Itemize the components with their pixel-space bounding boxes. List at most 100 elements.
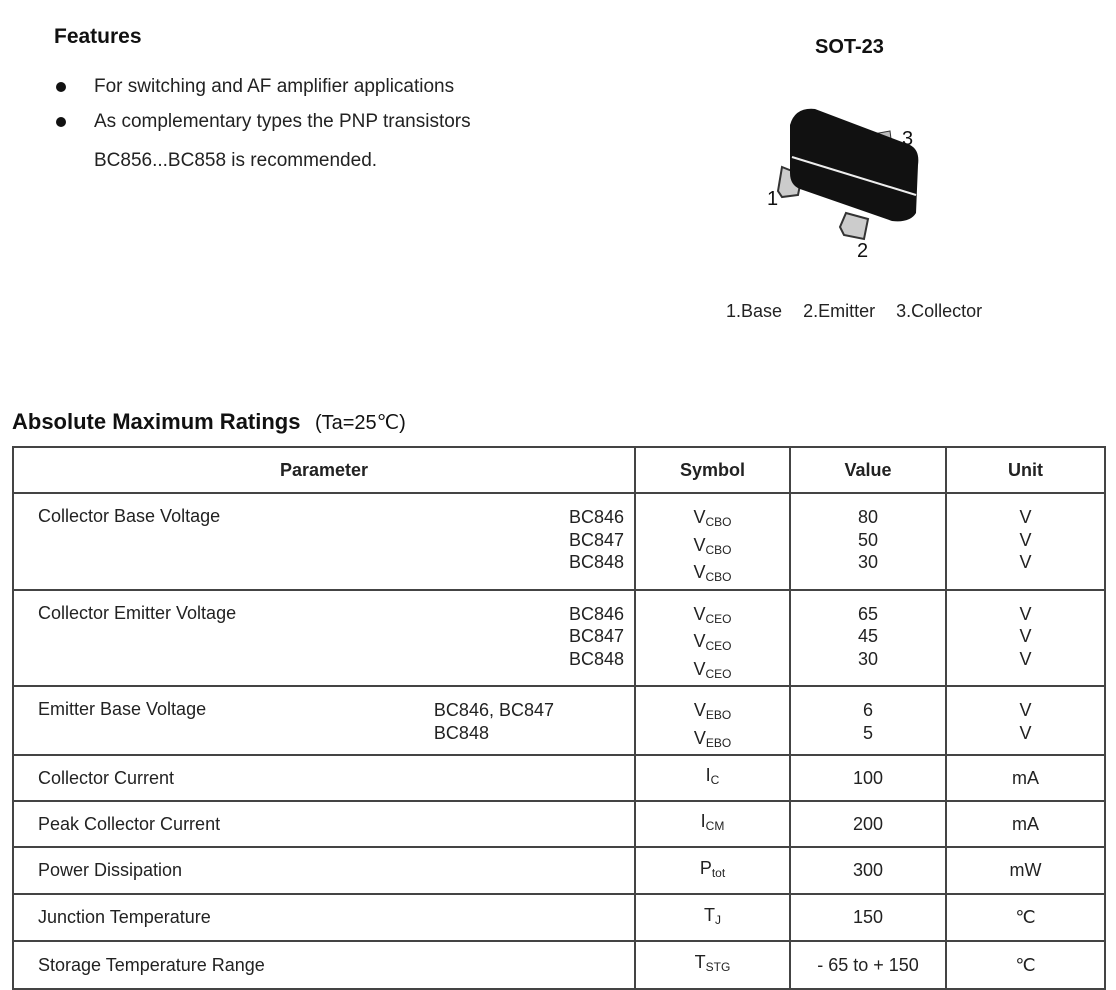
symbol-base: V <box>693 507 706 527</box>
features-title: Features <box>54 25 142 48</box>
table-row: Power Dissipation Ptot 300 mW <box>12 846 1106 895</box>
unit: V <box>1019 507 1032 527</box>
symbol-subscript: CEO <box>705 611 732 626</box>
unit: V <box>1019 626 1032 646</box>
symbol-base: V <box>693 658 706 679</box>
symbol: TSTG <box>636 951 789 979</box>
value: 65 <box>857 603 879 624</box>
header-unit: Unit <box>945 446 1106 494</box>
pin-legend-base: 1.Base <box>726 301 783 321</box>
unit: V <box>1019 700 1032 720</box>
parameter-name: Storage Temperature Range <box>38 954 265 975</box>
model-name: BC847 <box>568 626 624 646</box>
ratings-table: Parameter Symbol Value Unit Collector Ba… <box>12 446 1106 990</box>
ratings-title: Absolute Maximum Ratings <box>12 409 301 434</box>
ratings-heading: Absolute Maximum Ratings (Ta=25℃) <box>12 409 406 435</box>
value: 200 <box>852 813 884 834</box>
unit: mA <box>1012 767 1039 788</box>
symbol: TJ <box>636 904 789 932</box>
symbol-base: T <box>694 952 706 973</box>
symbol-base: P <box>699 857 712 878</box>
table-row: Collector Emitter Voltage BC846 BC847 BC848… <box>12 588 1106 687</box>
symbol-base: V <box>693 603 706 624</box>
table-row: Storage Temperature Range TSTG - 65 to +… <box>12 940 1106 990</box>
pin-number-3: 3 <box>902 128 914 150</box>
value: - 65 to + 150 <box>817 954 919 975</box>
pin-number-1: 1 <box>767 188 779 210</box>
symbol-subscript: CEO <box>705 639 732 653</box>
parameter-name: Collector Base Voltage <box>38 506 221 526</box>
pin-legend-emitter: 2.Emitter <box>803 301 876 321</box>
symbol-base: V <box>693 562 706 582</box>
symbol: VCEO <box>636 630 789 658</box>
model-name: BC847 <box>568 529 624 550</box>
value: 30 <box>857 552 879 572</box>
symbol-subscript: C <box>710 773 720 788</box>
symbol-base: V <box>693 727 706 748</box>
symbol: IC <box>636 764 789 792</box>
unit: V <box>1019 722 1032 743</box>
model-name: BC848 <box>568 648 624 669</box>
parameter-name: Collector Current <box>38 767 175 788</box>
symbol-subscript: CBO <box>705 542 732 557</box>
symbol-base: V <box>693 534 706 555</box>
table-row: Peak Collector Current ICM 200 mA <box>12 800 1106 848</box>
symbol: VEBO <box>636 727 789 755</box>
parameter-name: Power Dissipation <box>38 860 183 880</box>
symbol-subscript: STG <box>705 960 731 975</box>
model-name: BC848 <box>568 552 624 572</box>
symbol: VCBO <box>636 561 789 589</box>
symbol-subscript: EBO <box>705 735 732 750</box>
header-symbol: Symbol <box>634 446 791 494</box>
unit: V <box>1019 529 1032 550</box>
model-name: BC846, BC847 <box>433 700 554 720</box>
value: 50 <box>857 529 879 550</box>
symbol-base: I <box>705 765 711 786</box>
table-header-row: Parameter Symbol Value Unit <box>12 446 1106 494</box>
header-value: Value <box>789 446 947 494</box>
symbol: Ptot <box>636 857 789 885</box>
unit: mW <box>1009 860 1042 881</box>
ratings-condition: (Ta=25℃) <box>314 412 406 434</box>
table-row: Collector Base Voltage BC846 BC847 BC848 VC… <box>12 492 1106 591</box>
header-parameter: Parameter <box>12 446 636 494</box>
symbol: VCEO <box>636 658 789 686</box>
symbol-base: V <box>693 700 706 720</box>
value: 100 <box>852 767 884 788</box>
unit: V <box>1019 648 1032 669</box>
symbol: VEBO <box>636 699 789 727</box>
sot23-package-image <box>776 108 919 241</box>
symbol-base: I <box>700 811 706 832</box>
table-row: Junction Temperature TJ 150 ℃ <box>12 893 1106 942</box>
symbol-subscript: J <box>715 912 721 927</box>
value: 80 <box>857 507 879 527</box>
value: 5 <box>862 722 873 743</box>
model-name: BC846 <box>568 507 624 527</box>
symbol-subscript: CEO <box>705 666 732 681</box>
bullet-icon <box>56 82 66 92</box>
value: 300 <box>852 860 884 881</box>
unit: ℃ <box>1015 954 1036 975</box>
unit: V <box>1019 603 1032 624</box>
feature-item: For switching and AF amplifier applicati… <box>94 76 455 97</box>
unit: mA <box>1012 813 1039 834</box>
symbol-subscript: tot <box>711 865 726 880</box>
symbol: ICM <box>636 810 789 838</box>
feature-item: As complementary types the PNP transisto… <box>94 111 471 132</box>
parameter-name: Collector Emitter Voltage <box>38 602 237 623</box>
parameter-name: Junction Temperature <box>38 907 211 927</box>
pin-legend: 1.Base 2.Emitter 3.Collector <box>726 301 982 322</box>
package-name: SOT-23 <box>815 36 884 58</box>
value: 150 <box>852 907 884 928</box>
symbol-subscript: EBO <box>705 708 732 722</box>
value: 30 <box>857 648 879 669</box>
model-name: BC848 <box>433 722 489 743</box>
table-row: Collector Current IC 100 mA <box>12 754 1106 802</box>
pin-number-2: 2 <box>857 240 869 262</box>
parameter-name: Emitter Base Voltage <box>38 699 207 719</box>
pin-legend-collector: 3.Collector <box>896 301 983 321</box>
symbol: VCBO <box>636 506 789 534</box>
symbol-base: T <box>704 904 715 925</box>
feature-continuation: BC856...BC858 is recommended. <box>94 150 378 171</box>
value: 45 <box>857 626 879 646</box>
